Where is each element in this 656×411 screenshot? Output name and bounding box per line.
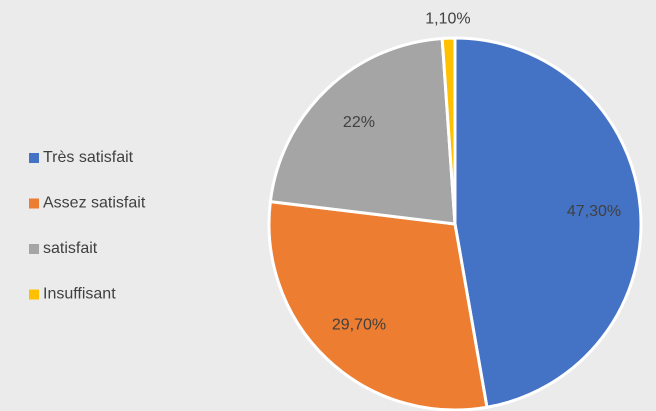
data-label: 1,10% [425,11,470,28]
pie-slice [440,36,457,225]
legend-swatch [29,244,39,254]
data-label: 47,30% [567,203,621,220]
legend-label: satisfait [43,240,98,257]
data-label: 22% [343,114,375,131]
legend-swatch [29,289,39,300]
pie-slice [453,36,643,409]
data-label: 29,70% [332,316,386,333]
legend-swatch [29,198,39,209]
pie-slice [268,36,457,226]
legend-label: Insuffisant [43,286,116,303]
legend-label: Très satisfait [43,149,134,166]
pie-slice [267,199,489,411]
legend-swatch [29,153,39,163]
legend-label: Assez satisfait [43,195,146,212]
